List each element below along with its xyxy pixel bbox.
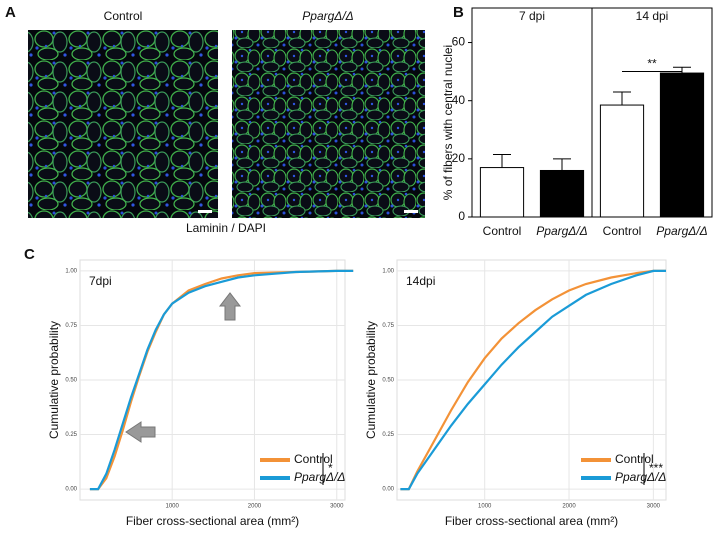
bar <box>539 169 585 218</box>
y-tick-label: 0.50 <box>65 378 77 384</box>
micrograph <box>28 30 218 218</box>
panel-annotation: 14dpi <box>406 274 435 288</box>
panel-annotation: 7dpi <box>89 274 112 288</box>
x-tick-label: 1000 <box>478 504 492 510</box>
y-tick-label: 1.00 <box>382 268 394 274</box>
legend-label: PpargΔ/Δ <box>294 470 345 484</box>
y-tick-label: 0.50 <box>382 378 394 384</box>
panel-label: C <box>24 246 35 263</box>
series-line <box>400 269 666 491</box>
image-caption: Laminin / DAPI <box>186 221 266 235</box>
group-label: 14 dpi <box>636 9 669 23</box>
significance: * <box>328 461 333 475</box>
y-tick-label: 0.75 <box>65 323 77 329</box>
significance: *** <box>649 461 663 475</box>
y-tick-label: 60 <box>452 35 466 49</box>
panel-label: A <box>5 4 16 21</box>
y-axis-label: Cumulative probability <box>47 321 61 439</box>
series-line <box>89 269 354 491</box>
y-axis-label: Cumulative probability <box>364 321 378 439</box>
x-tick-label: Control <box>603 224 642 238</box>
panel-label: B <box>453 4 464 21</box>
y-tick-label: 0.00 <box>65 487 77 493</box>
y-tick-label: 0.25 <box>65 432 77 438</box>
bar <box>599 104 645 218</box>
y-tick-label: 20 <box>452 151 466 165</box>
x-tick-label: 2000 <box>248 504 262 510</box>
y-tick-label: 1.00 <box>65 268 77 274</box>
y-tick-label: 0.00 <box>382 487 394 493</box>
legend-label: Control <box>615 452 654 466</box>
y-tick-label: 0 <box>458 209 465 223</box>
legend-label: Control <box>294 452 333 466</box>
scale-bar <box>198 210 212 213</box>
x-tick-label: 1000 <box>165 504 179 510</box>
image-title: Control <box>104 9 143 23</box>
x-axis-label: Fiber cross-sectional area (mm²) <box>126 514 299 528</box>
image-title: PpargΔ/Δ <box>302 9 353 23</box>
legend-label: PpargΔ/Δ <box>615 470 666 484</box>
y-tick-label: 0.75 <box>382 323 394 329</box>
bar <box>659 72 705 218</box>
scale-bar <box>404 210 418 213</box>
arrow <box>125 421 156 443</box>
x-tick-label: 3000 <box>647 504 661 510</box>
y-axis-label: % of fibers with central nuclei <box>441 45 455 200</box>
x-tick-label: Control <box>483 224 522 238</box>
arrow <box>218 292 242 321</box>
significance: ** <box>647 57 657 71</box>
bar <box>479 167 525 218</box>
x-tick-label: PpargΔ/Δ <box>656 224 707 238</box>
x-tick-label: 2000 <box>562 504 576 510</box>
series-line <box>400 269 666 491</box>
micrograph <box>232 30 425 218</box>
y-tick-label: 40 <box>452 93 466 107</box>
x-tick-label: PpargΔ/Δ <box>536 224 587 238</box>
x-axis-label: Fiber cross-sectional area (mm²) <box>445 514 618 528</box>
group-label: 7 dpi <box>519 9 545 23</box>
x-tick-label: 3000 <box>330 504 344 510</box>
y-tick-label: 0.25 <box>382 432 394 438</box>
